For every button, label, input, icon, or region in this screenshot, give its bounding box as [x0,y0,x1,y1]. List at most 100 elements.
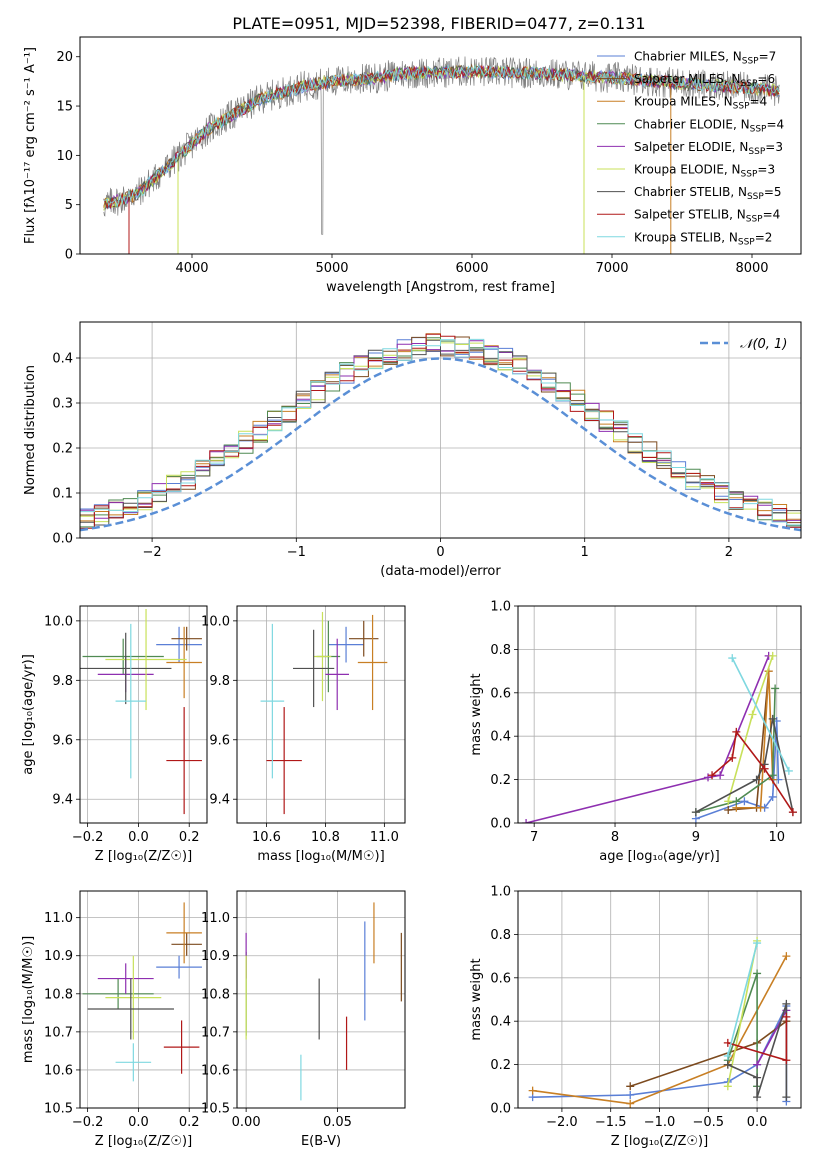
mass-weight-marker [716,771,725,780]
legend-label: Chabrier ELODIE, NSSP=4 [634,117,784,134]
data-point [166,626,202,699]
y-tick-label: 0.2 [490,773,511,788]
legend-label: Chabrier STELIB, NSSP=5 [634,185,782,202]
y-axis-label: mass weight [469,673,484,755]
y-axis-label: mass [log₁₀(M/M☉)] [21,936,36,1063]
x-axis-label: Z [log₁₀(Z/Z☉)] [95,849,192,864]
plot-spectrum [103,56,781,254]
x-tick-label: 0.05 [323,1115,352,1130]
y-tick-label: 10.5 [201,1102,230,1117]
mass-weight-marker [708,771,717,780]
y-tick-label: 15 [56,100,73,115]
plot-mass-vs-EBV [245,902,402,1101]
plot-mass-vs-Z [82,902,202,1082]
data-point [163,1020,200,1074]
y-tick-label: 0.8 [490,928,511,943]
axes-frame [236,605,406,824]
x-tick-label: 2 [725,545,733,560]
y-tick-label: 10.7 [201,1025,230,1040]
y-tick-label: 10.8 [44,987,73,1002]
data-point [156,955,202,979]
residual-histogram [80,338,801,538]
y-tick-label: 0.4 [490,730,511,745]
x-axis-label: mass [log₁₀(M/M☉)] [257,849,384,864]
mass-weight-marker [723,1051,732,1060]
mass-weight-marker [732,727,741,736]
legend-label: Chabrier MILES, NSSP=7 [634,50,776,67]
y-tick-label: 10.6 [201,1063,230,1078]
mass-weight-marker [704,773,713,782]
y-axis-label: Normed distribution [23,365,38,495]
x-tick-label: 7000 [595,261,628,276]
y-tick-label: 9.6 [209,733,230,748]
y-tick-label: 0.3 [52,397,73,412]
data-point [171,932,202,956]
mass-weight-marker [728,654,737,663]
data-point [166,902,202,964]
mass-weight-line [525,655,770,823]
legend: Chabrier MILES, NSSP=7 Salpeter MILES, NS… [597,50,784,247]
legend-label: Kroupa ELODIE, NSSP=3 [634,163,775,180]
data-point [357,614,388,711]
x-axis-label: wavelength [Angstrom, rest frame] [326,280,555,295]
mass-weight-marker [626,1099,635,1108]
y-tick-label: 11.0 [44,911,73,926]
plot-age-vs-mass [260,611,388,815]
mass-weight-marker [782,999,791,1008]
legend-label: Salpeter ELODIE, NSSP=3 [634,140,783,157]
data-point [82,978,154,1010]
data-point [97,963,154,994]
data-point [115,623,147,779]
mass-weight-marker [753,1093,762,1102]
x-tick-label: −0.5 [693,1115,725,1130]
y-tick-label: 0.1 [52,487,73,502]
data-point [87,978,174,1040]
mass-weight-marker [768,651,777,660]
y-tick-label: 9.8 [52,674,73,689]
y-tick-label: 10.5 [44,1102,73,1117]
axes-age-vs-mass: 10.6 10.8 11.0 9.4 9.6 9.8 10.0 mass [log₁₀(M/M… [201,605,406,864]
legend-label: 𝒩(0, 1) [740,337,787,352]
mass-weight-marker [522,819,531,823]
y-tick-label: 9.6 [52,733,73,748]
x-tick-label: −1 [287,545,306,560]
x-tick-label: 1 [581,545,589,560]
axes-mass-vs-Z: −0.2 0.0 0.2 10.5 10.6 10.7 10.8 10.9 11.0 Z [log… [21,890,208,1149]
plot-mass-weight-vs-Z [528,936,791,1108]
x-tick-label: −0.2 [72,830,104,845]
y-tick-label: 0.6 [490,686,511,701]
mass-weight-marker [728,753,737,762]
y-tick-label: 10.8 [201,987,230,1002]
mass-weight-marker [626,1090,635,1099]
data-point [105,955,162,1040]
y-tick-label: 1.0 [490,600,511,615]
y-tick-label: 1.0 [490,885,511,900]
y-tick-label: 0.6 [490,971,511,986]
data-point [105,608,187,711]
y-tick-label: 9.4 [209,793,230,808]
data-point [260,623,285,779]
y-tick-label: 0.4 [490,1015,511,1030]
mass-weight-marker [788,808,797,817]
y-tick-label: 0.4 [52,352,73,367]
data-point [293,629,335,708]
y-tick-label: 10.9 [44,949,73,964]
y-tick-label: 9.8 [209,674,230,689]
x-tick-label: 0 [436,545,444,560]
x-tick-label: 4000 [175,261,208,276]
data-point [328,626,364,663]
x-tick-label: 0.2 [179,1115,200,1130]
x-tick-label: 0.2 [179,830,200,845]
x-tick-label: −0.2 [72,1115,104,1130]
legend-label: Kroupa STELIB, NSSP=2 [634,230,772,247]
mass-weight-line [736,671,774,809]
axes-frame [236,890,406,1109]
y-tick-label: 10.7 [44,1025,73,1040]
x-axis-label: (data-model)/error [380,564,501,579]
x-tick-label: 0.00 [232,1115,261,1130]
x-axis-label: E(B-V) [301,1134,341,1149]
y-tick-label: 10.6 [44,1063,73,1078]
y-tick-label: 0.2 [490,1058,511,1073]
